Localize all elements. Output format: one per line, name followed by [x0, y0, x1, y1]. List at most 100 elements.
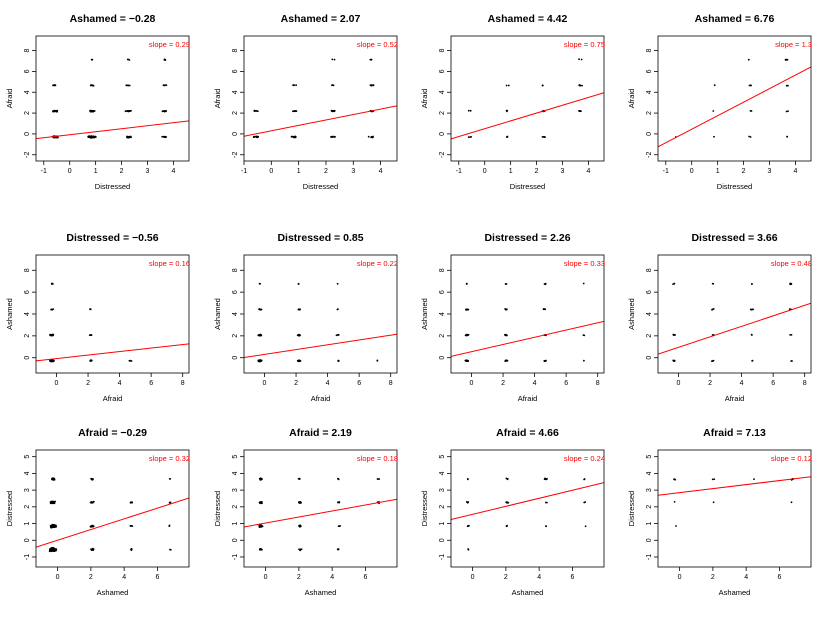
data-point — [713, 135, 715, 138]
data-point — [505, 84, 508, 87]
data-point — [92, 548, 95, 550]
x-tick-label: -1 — [241, 168, 247, 175]
panel-8: Distressed = 3.66 slope = 0.48 0 2 4 6 8 0 2 4 6 8 A… — [627, 232, 812, 403]
x-tick-label: 4 — [326, 380, 330, 387]
y-tick-label: -2 — [439, 152, 446, 158]
y-tick-label: -1 — [24, 554, 31, 560]
data-point — [753, 478, 755, 480]
data-point — [331, 84, 334, 86]
data-point — [711, 360, 714, 362]
data-point — [750, 283, 753, 285]
data-point — [336, 548, 339, 551]
data-point — [543, 308, 546, 310]
y-tick-label: 4 — [439, 471, 446, 475]
data-point — [256, 110, 259, 113]
x-tick-label: 4 — [537, 574, 541, 581]
x-tick-label: 8 — [389, 380, 393, 387]
data-point — [785, 110, 788, 113]
data-point — [372, 84, 375, 86]
y-tick-label: 2 — [232, 334, 239, 338]
x-tick-label: 0 — [56, 574, 60, 581]
scatter-points — [258, 477, 380, 552]
data-point — [165, 84, 168, 86]
y-axis-label: Afraid — [420, 89, 429, 109]
regression-line — [658, 476, 811, 496]
x-tick-label: 6 — [155, 574, 159, 581]
y-tick-label: 6 — [24, 69, 31, 73]
panel-title: Ashamed = 2.07 — [281, 13, 361, 25]
data-point — [259, 308, 261, 311]
data-point — [161, 110, 164, 113]
data-point — [163, 84, 166, 87]
scatter-points — [257, 282, 379, 363]
x-tick-label: 2 — [535, 168, 539, 175]
data-point — [131, 525, 134, 527]
y-tick-label: 2 — [439, 334, 446, 338]
x-tick-label: 1 — [716, 168, 720, 175]
x-axis-label: Distressed — [717, 182, 752, 191]
x-tick-label: 2 — [297, 574, 301, 581]
y-axis-label: Ashamed — [213, 298, 222, 330]
y-tick-label: 6 — [232, 69, 239, 73]
y-tick-label: 0 — [439, 356, 446, 360]
data-point — [54, 110, 57, 112]
regression-line — [244, 498, 397, 528]
x-axis-label: Distressed — [510, 182, 545, 191]
plot-frame — [35, 254, 190, 374]
x-axis-label: Afraid — [311, 394, 331, 403]
y-tick-label: 1 — [646, 521, 653, 525]
data-point — [55, 525, 57, 527]
data-point — [790, 501, 793, 504]
data-point — [505, 334, 508, 336]
data-point — [93, 110, 95, 112]
data-point — [333, 58, 336, 61]
y-tick-label: 6 — [646, 69, 653, 73]
y-tick-label: 4 — [646, 312, 653, 316]
data-point — [785, 58, 788, 61]
slope-label: slope = 1.3 — [775, 40, 812, 49]
data-point — [331, 58, 334, 61]
data-point — [297, 283, 300, 285]
regression-line — [451, 320, 604, 357]
y-tick-label: 1 — [439, 521, 446, 525]
regression-line-group — [244, 498, 397, 528]
panel-12: Afraid = 7.13 slope = 0.12 0 2 4 6 -1 0 1 2 3 4 5 Ash… — [627, 427, 812, 597]
slope-label: slope = 0.22 — [357, 259, 398, 268]
data-point — [92, 84, 95, 87]
data-point — [583, 334, 586, 337]
data-point — [785, 84, 788, 87]
y-tick-label: 4 — [24, 90, 31, 94]
data-point — [748, 84, 751, 87]
data-point — [583, 359, 585, 362]
data-point — [790, 360, 793, 362]
y-tick-label: 8 — [24, 268, 31, 272]
data-point — [293, 110, 296, 112]
data-point — [335, 334, 338, 337]
slope-label: slope = 0.33 — [564, 259, 605, 268]
plot-frame — [450, 254, 605, 374]
data-point — [711, 478, 714, 481]
data-point — [90, 359, 92, 362]
data-point — [128, 84, 131, 87]
data-point — [51, 283, 53, 285]
data-point — [92, 525, 95, 528]
data-point — [467, 525, 469, 527]
y-tick-label: 4 — [646, 471, 653, 475]
y-tick-label: 6 — [439, 69, 446, 73]
data-point — [298, 359, 301, 362]
y-tick-label: 2 — [646, 505, 653, 509]
x-axis-label: Afraid — [518, 394, 538, 403]
x-axis-label: Distressed — [303, 182, 338, 191]
regression-line — [36, 120, 189, 140]
data-point — [467, 109, 470, 112]
panel-10: Afraid = 2.19 slope = 0.18 0 2 4 6 -1 0 1 2 3 4 5 Ash… — [213, 427, 398, 597]
data-point — [672, 283, 674, 285]
regression-line-group — [36, 120, 189, 140]
data-point — [129, 501, 132, 504]
x-tick-label: 6 — [564, 380, 568, 387]
data-point — [332, 135, 334, 138]
data-point — [544, 359, 547, 362]
y-tick-label: 0 — [24, 538, 31, 542]
panel-2: Ashamed = 2.07 slope = 0.52 -1 0 1 2 3 4 -2 0 2 4 6 8… — [213, 13, 398, 191]
data-point — [93, 136, 96, 139]
